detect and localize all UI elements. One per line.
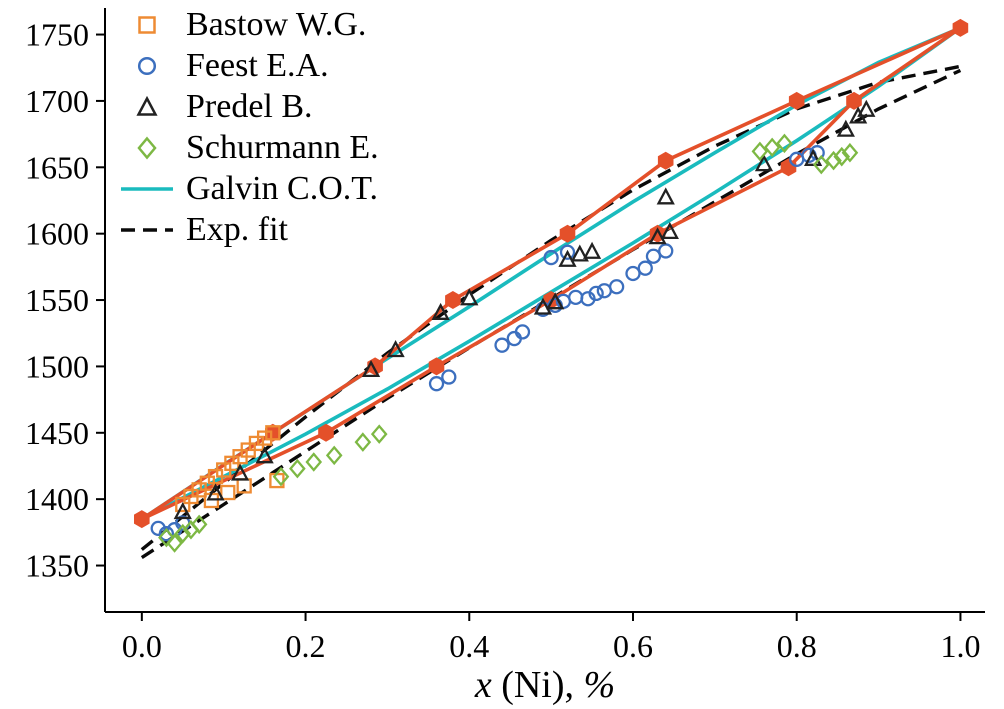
dashed-line-icon: [116, 213, 178, 247]
open-diamond-icon: [116, 131, 178, 165]
scatter-predel: [173, 99, 876, 520]
x-tick-label: 0.0: [122, 628, 162, 664]
open-square-icon: [116, 8, 178, 42]
solid-line-icon: [116, 172, 178, 206]
legend-label: Exp. fit: [186, 210, 288, 248]
y-tick-label: 1450: [25, 415, 89, 451]
y-tick-label: 1650: [25, 149, 89, 185]
legend-item-predel: Predel B.: [116, 86, 379, 127]
legend-item-schurmann: Schurmann E.: [116, 127, 379, 168]
y-tick-label: 1700: [25, 83, 89, 119]
legend-item-galvin: Galvin C.O.T.: [116, 168, 379, 209]
y-tick-label: 1550: [25, 282, 89, 318]
legend: Bastow W.G. Feest E.A. Predel B. Schurma…: [116, 4, 379, 250]
y-tick-label: 1750: [25, 17, 89, 53]
x-tick-label: 0.8: [777, 628, 817, 664]
x-axis-label: x (Ni), %: [474, 664, 615, 706]
line-red-hexagon-line: [140, 26, 962, 521]
legend-label: Schurmann E.: [186, 128, 379, 166]
x-tick-label: 0.4: [449, 628, 489, 664]
scatter-schurmann: [158, 133, 859, 553]
y-axis: 1350 1400 1450 1500 1550 1600 1650 1700 1750: [25, 17, 105, 584]
legend-item-expfit: Exp. fit: [116, 209, 379, 250]
y-tick-label: 1350: [25, 548, 89, 584]
legend-label: Bastow W.G.: [186, 5, 367, 43]
open-triangle-icon: [116, 90, 178, 124]
x-axis: 0.0 0.2 0.4 0.6 0.8 1.0: [122, 612, 980, 664]
legend-label: Predel B.: [186, 87, 313, 125]
y-tick-label: 1600: [25, 216, 89, 252]
axes: [104, 8, 985, 613]
x-tick-label: 1.0: [940, 628, 980, 664]
legend-label: Feest E.A.: [186, 46, 329, 84]
legend-label: Galvin C.O.T.: [186, 169, 379, 207]
y-tick-label: 1500: [25, 348, 89, 384]
x-tick-label: 0.2: [286, 628, 326, 664]
legend-item-bastow: Bastow W.G.: [116, 4, 379, 45]
open-circle-icon: [116, 49, 178, 83]
x-tick-label: 0.6: [613, 628, 653, 664]
y-tick-label: 1400: [25, 481, 89, 517]
scatter-bastow: [175, 425, 285, 513]
legend-item-feest: Feest E.A.: [116, 45, 379, 86]
